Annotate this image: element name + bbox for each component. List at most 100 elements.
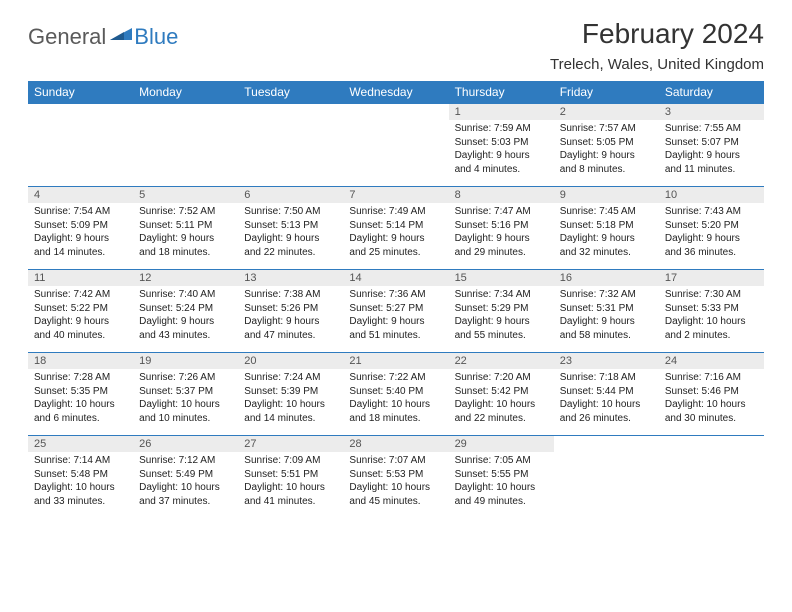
daylight-text-1: Daylight: 9 hours (455, 149, 548, 163)
daylight-text-1: Daylight: 9 hours (455, 315, 548, 329)
sunset-text: Sunset: 5:37 PM (139, 385, 232, 399)
weekday-header-row: Sunday Monday Tuesday Wednesday Thursday… (28, 81, 764, 104)
sunset-text: Sunset: 5:27 PM (349, 302, 442, 316)
daylight-text-2: and 18 minutes. (349, 412, 442, 426)
sunset-text: Sunset: 5:48 PM (34, 468, 127, 482)
day-detail-cell: Sunrise: 7:16 AMSunset: 5:46 PMDaylight:… (659, 369, 764, 436)
daynum-row: 11121314151617 (28, 270, 764, 287)
sunrise-text: Sunrise: 7:18 AM (560, 371, 653, 385)
sunset-text: Sunset: 5:33 PM (665, 302, 758, 316)
weekday-header: Friday (554, 81, 659, 104)
sunset-text: Sunset: 5:49 PM (139, 468, 232, 482)
day-detail-cell: Sunrise: 7:09 AMSunset: 5:51 PMDaylight:… (238, 452, 343, 518)
detail-row: Sunrise: 7:54 AMSunset: 5:09 PMDaylight:… (28, 203, 764, 270)
day-detail-cell: Sunrise: 7:28 AMSunset: 5:35 PMDaylight:… (28, 369, 133, 436)
day-number-cell: 2 (554, 104, 659, 121)
detail-row: Sunrise: 7:42 AMSunset: 5:22 PMDaylight:… (28, 286, 764, 353)
day-detail-cell: Sunrise: 7:40 AMSunset: 5:24 PMDaylight:… (133, 286, 238, 353)
sunrise-text: Sunrise: 7:59 AM (455, 122, 548, 136)
day-number-cell: 18 (28, 353, 133, 370)
day-detail-cell (133, 120, 238, 187)
daylight-text-2: and 41 minutes. (244, 495, 337, 509)
daylight-text-1: Daylight: 10 hours (665, 315, 758, 329)
sunset-text: Sunset: 5:03 PM (455, 136, 548, 150)
daylight-text-1: Daylight: 10 hours (244, 398, 337, 412)
day-number-cell: 19 (133, 353, 238, 370)
day-number-cell: 28 (343, 436, 448, 453)
weekday-header: Monday (133, 81, 238, 104)
sunset-text: Sunset: 5:16 PM (455, 219, 548, 233)
daylight-text-1: Daylight: 10 hours (349, 481, 442, 495)
day-detail-cell: Sunrise: 7:05 AMSunset: 5:55 PMDaylight:… (449, 452, 554, 518)
daylight-text-1: Daylight: 10 hours (349, 398, 442, 412)
daylight-text-2: and 14 minutes. (244, 412, 337, 426)
daylight-text-1: Daylight: 10 hours (139, 398, 232, 412)
daylight-text-2: and 36 minutes. (665, 246, 758, 260)
day-detail-cell: Sunrise: 7:59 AMSunset: 5:03 PMDaylight:… (449, 120, 554, 187)
daylight-text-1: Daylight: 9 hours (455, 232, 548, 246)
day-detail-cell (554, 452, 659, 518)
day-number-cell: 17 (659, 270, 764, 287)
daylight-text-1: Daylight: 9 hours (139, 315, 232, 329)
daylight-text-2: and 58 minutes. (560, 329, 653, 343)
sunrise-text: Sunrise: 7:20 AM (455, 371, 548, 385)
day-detail-cell: Sunrise: 7:55 AMSunset: 5:07 PMDaylight:… (659, 120, 764, 187)
daylight-text-2: and 25 minutes. (349, 246, 442, 260)
day-detail-cell: Sunrise: 7:52 AMSunset: 5:11 PMDaylight:… (133, 203, 238, 270)
sunrise-text: Sunrise: 7:50 AM (244, 205, 337, 219)
sunrise-text: Sunrise: 7:12 AM (139, 454, 232, 468)
day-detail-cell: Sunrise: 7:26 AMSunset: 5:37 PMDaylight:… (133, 369, 238, 436)
day-number-cell: 13 (238, 270, 343, 287)
sunset-text: Sunset: 5:29 PM (455, 302, 548, 316)
day-detail-cell (238, 120, 343, 187)
sunset-text: Sunset: 5:07 PM (665, 136, 758, 150)
sunrise-text: Sunrise: 7:34 AM (455, 288, 548, 302)
day-detail-cell: Sunrise: 7:47 AMSunset: 5:16 PMDaylight:… (449, 203, 554, 270)
day-detail-cell: Sunrise: 7:43 AMSunset: 5:20 PMDaylight:… (659, 203, 764, 270)
daylight-text-2: and 51 minutes. (349, 329, 442, 343)
day-number-cell: 12 (133, 270, 238, 287)
day-detail-cell (343, 120, 448, 187)
location-text: Trelech, Wales, United Kingdom (550, 56, 764, 73)
daylight-text-2: and 14 minutes. (34, 246, 127, 260)
day-detail-cell: Sunrise: 7:14 AMSunset: 5:48 PMDaylight:… (28, 452, 133, 518)
daylight-text-1: Daylight: 10 hours (34, 481, 127, 495)
daylight-text-2: and 11 minutes. (665, 163, 758, 177)
daylight-text-2: and 45 minutes. (349, 495, 442, 509)
day-detail-cell: Sunrise: 7:07 AMSunset: 5:53 PMDaylight:… (343, 452, 448, 518)
day-detail-cell: Sunrise: 7:22 AMSunset: 5:40 PMDaylight:… (343, 369, 448, 436)
sunrise-text: Sunrise: 7:30 AM (665, 288, 758, 302)
calendar-table: Sunday Monday Tuesday Wednesday Thursday… (28, 81, 764, 518)
sunset-text: Sunset: 5:24 PM (139, 302, 232, 316)
day-detail-cell: Sunrise: 7:20 AMSunset: 5:42 PMDaylight:… (449, 369, 554, 436)
weekday-header: Wednesday (343, 81, 448, 104)
day-detail-cell: Sunrise: 7:32 AMSunset: 5:31 PMDaylight:… (554, 286, 659, 353)
day-detail-cell: Sunrise: 7:54 AMSunset: 5:09 PMDaylight:… (28, 203, 133, 270)
daylight-text-1: Daylight: 10 hours (665, 398, 758, 412)
daylight-text-1: Daylight: 10 hours (244, 481, 337, 495)
day-detail-cell: Sunrise: 7:34 AMSunset: 5:29 PMDaylight:… (449, 286, 554, 353)
daylight-text-1: Daylight: 9 hours (34, 232, 127, 246)
sunset-text: Sunset: 5:46 PM (665, 385, 758, 399)
sunrise-text: Sunrise: 7:54 AM (34, 205, 127, 219)
sunrise-text: Sunrise: 7:40 AM (139, 288, 232, 302)
day-number-cell: 11 (28, 270, 133, 287)
day-number-cell: 20 (238, 353, 343, 370)
weekday-header: Sunday (28, 81, 133, 104)
sunset-text: Sunset: 5:40 PM (349, 385, 442, 399)
daylight-text-2: and 32 minutes. (560, 246, 653, 260)
sunrise-text: Sunrise: 7:52 AM (139, 205, 232, 219)
day-number-cell (238, 104, 343, 121)
day-number-cell: 5 (133, 187, 238, 204)
daylight-text-2: and 8 minutes. (560, 163, 653, 177)
day-number-cell: 10 (659, 187, 764, 204)
daylight-text-2: and 4 minutes. (455, 163, 548, 177)
daylight-text-2: and 26 minutes. (560, 412, 653, 426)
day-detail-cell (659, 452, 764, 518)
daylight-text-1: Daylight: 9 hours (665, 232, 758, 246)
sunrise-text: Sunrise: 7:47 AM (455, 205, 548, 219)
daylight-text-2: and 33 minutes. (34, 495, 127, 509)
daynum-row: 18192021222324 (28, 353, 764, 370)
daylight-text-2: and 6 minutes. (34, 412, 127, 426)
sunrise-text: Sunrise: 7:49 AM (349, 205, 442, 219)
